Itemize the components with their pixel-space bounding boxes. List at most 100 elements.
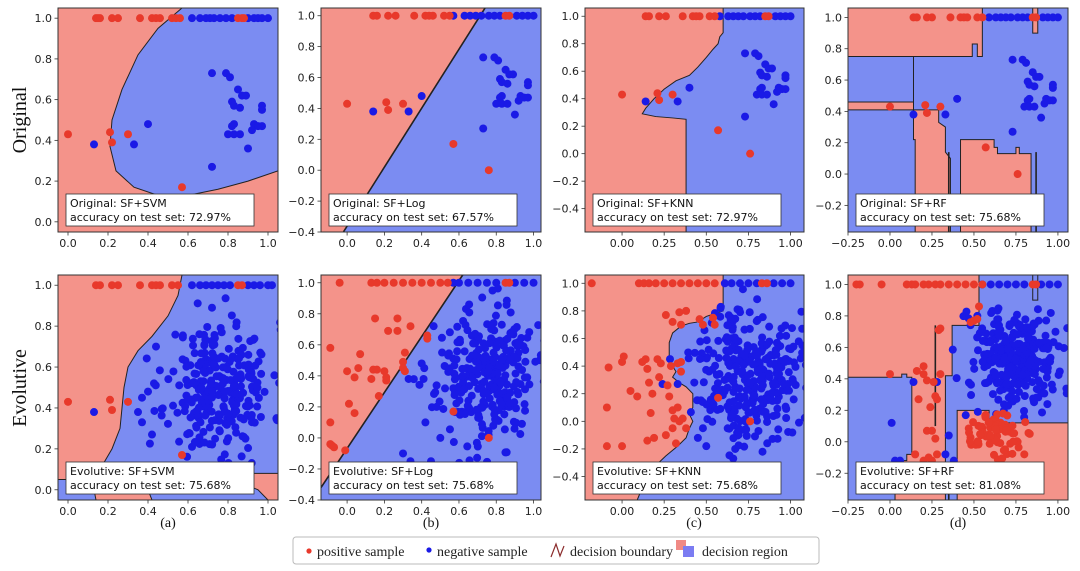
negative-sample-point [463,401,472,410]
x-tick-label: 0.8 [219,237,237,250]
positive-sample-point [380,278,389,287]
positive-sample-point [666,362,675,371]
negative-sample-point [988,390,997,399]
positive-sample-point [156,14,164,23]
negative-sample-point [189,341,198,350]
negative-sample-point [214,410,223,419]
negative-sample-point [1019,344,1028,353]
negative-sample-point [909,377,918,386]
positive-sample-point [931,434,940,443]
negative-sample-point [1076,339,1080,347]
negative-sample-point [511,404,520,413]
positive-sample-point [911,450,920,459]
y-tick-label: −0.4 [288,494,315,507]
negative-sample-point [230,120,238,129]
y-tick-label: 0.6 [562,65,580,78]
negative-sample-point [492,343,501,352]
negative-sample-point [514,390,523,399]
positive-sample-point [677,367,686,376]
negative-sample-point [725,424,734,433]
negative-sample-point [460,385,469,394]
positive-sample-point [695,12,704,21]
negative-sample-point [186,413,195,422]
negative-sample-point [489,319,498,328]
negative-sample-point [1042,316,1051,325]
negative-sample-point [445,425,454,434]
negative-sample-point [1006,362,1015,371]
negative-sample-point [994,328,1003,337]
negative-sample-point [1046,308,1055,317]
y-tick-label: 0.0 [562,415,580,428]
x-tick-label: 1.0 [259,237,277,250]
negative-sample-point [749,391,758,400]
negative-sample-point [212,372,221,381]
annotation-title: Original: SF+RF [860,197,947,210]
negative-sample-point [743,341,752,350]
negative-sample-point [270,371,278,380]
negative-sample-point [1040,389,1049,398]
positive-sample-point [106,128,114,137]
negative-sample-point [479,53,488,62]
positive-sample-point [96,14,104,23]
negative-sample-point [1053,13,1062,22]
positive-sample-point [936,324,945,333]
positive-sample-point [693,279,702,288]
negative-sample-point [696,337,705,346]
negative-sample-point [207,393,216,402]
negative-sample-point [769,100,778,109]
legend: positive sample negative sample decision… [292,536,820,565]
negative-sample-point [224,130,232,139]
negative-sample-point [214,281,222,290]
negative-sample-point [698,424,707,433]
y-tick-label: 0.2 [825,404,843,417]
positive-sample-point [1013,170,1022,179]
negative-sample-point [987,309,996,318]
negative-sample-point [217,328,226,337]
positive-sample-point [602,442,611,451]
axes-frame [57,7,279,233]
y-tick-label: 1.0 [298,10,316,23]
negative-sample-point [763,417,772,426]
negative-sample-point [794,418,803,427]
y-tick-label: 0.2 [35,443,53,456]
negative-sample-point [1034,376,1043,385]
negative-sample-point [192,369,201,378]
positive-sample-point [136,281,144,290]
negative-sample-point [409,375,418,384]
negative-sample-point [1034,338,1043,347]
positive-sample-point [914,395,923,404]
positive-sample-point [855,280,864,289]
x-tick-label: 0.0 [338,505,356,518]
panel-orig-knn: 0.00 0.25 0.50 0.75 1.00 −0.4 −0.2 0.0 0.2 0.4 0.6… [552,7,805,250]
negative-sample-point [641,97,650,106]
positive-sample-point [885,102,894,111]
x-tick-label: 0.25 [920,237,945,250]
y-tick-label: −0.2 [815,199,842,212]
negative-sample-point [729,434,738,443]
positive-sample-point [505,278,514,287]
positive-sample-point [682,306,691,315]
x-tick-label: 1.0 [525,237,543,250]
positive-sample-point [1002,426,1011,435]
negative-sample-point [491,416,500,425]
positive-sample-point [944,280,953,289]
negative-sample-point [369,107,378,116]
negative-sample-point [196,281,204,290]
negative-sample-point [1025,94,1034,103]
negative-sample-point [693,433,702,442]
negative-sample-point [753,315,762,324]
positive-sample-point [484,433,493,442]
positive-sample-point [990,450,999,459]
negative-sample-point [707,396,716,405]
annotation-background [328,461,518,495]
negative-sample-point [157,411,166,420]
positive-sample-point [427,278,435,287]
negative-sample-point [696,354,705,363]
positive-sample-point [393,314,402,323]
negative-sample-point [1042,343,1051,352]
positive-sample-point [238,281,246,290]
positive-sample-point [710,320,719,329]
negative-sample-point [970,364,979,373]
negative-sample-point [474,411,483,420]
